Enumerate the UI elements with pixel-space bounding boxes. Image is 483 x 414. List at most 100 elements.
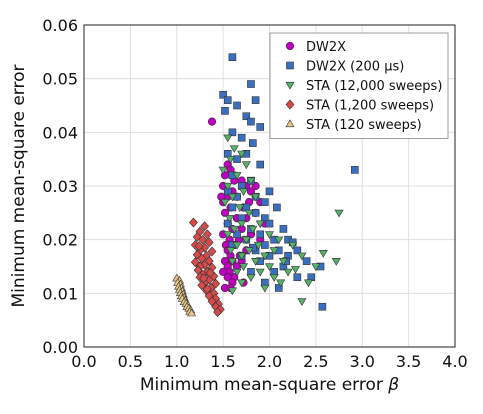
y-tick-label: 0.03	[42, 177, 78, 196]
data-point	[220, 199, 230, 207]
series-3	[189, 217, 225, 318]
data-point	[235, 204, 245, 213]
x-axis-label: Minimum mean-square error β	[140, 375, 399, 395]
data-point	[251, 209, 260, 217]
data-point	[274, 236, 284, 245]
x-tick-label: 3.5	[396, 352, 421, 371]
data-point	[211, 278, 221, 289]
series-2	[218, 134, 344, 306]
x-tick-label: 0.0	[71, 352, 96, 371]
data-point	[241, 236, 251, 245]
y-tick-label: 0.05	[42, 70, 78, 89]
data-point	[279, 225, 288, 233]
data-point	[198, 234, 208, 245]
data-point	[239, 263, 249, 272]
plot-frame	[83, 24, 456, 348]
data-point	[302, 257, 311, 265]
data-point	[269, 247, 279, 255]
data-point	[246, 274, 256, 282]
data-point	[251, 96, 260, 104]
data-point	[202, 284, 212, 294]
data-point	[207, 246, 217, 257]
data-point	[242, 112, 251, 121]
legend-label: STA (120 sweeps)	[306, 118, 422, 133]
data-point	[241, 161, 251, 170]
data-point	[223, 231, 233, 239]
data-point	[226, 247, 236, 255]
y-tick-label: 0.01	[42, 284, 78, 303]
x-tick-label: 2.0	[257, 352, 282, 371]
data-point	[331, 258, 341, 266]
data-point	[218, 166, 228, 175]
data-point	[232, 241, 242, 250]
data-point	[274, 284, 283, 292]
legend-marker	[285, 99, 295, 110]
x-tick-label: 1.0	[164, 352, 189, 371]
series-1	[219, 53, 359, 311]
x-tick-label: 4.0	[442, 352, 467, 371]
data-point	[273, 203, 281, 212]
data-point	[249, 139, 257, 147]
data-point	[194, 241, 204, 252]
data-point	[253, 241, 263, 250]
series-4	[172, 273, 197, 317]
y-tick-label: 0.00	[42, 338, 78, 357]
data-point	[261, 198, 269, 206]
data-point	[247, 80, 255, 88]
data-point	[227, 193, 237, 202]
data-point	[204, 237, 214, 248]
data-point	[205, 267, 215, 278]
data-point	[223, 273, 232, 282]
data-point	[207, 296, 217, 307]
data-point	[219, 267, 228, 276]
data-point	[256, 230, 265, 239]
legend-marker	[285, 119, 295, 128]
legend-label: STA (1,200 sweeps)	[306, 99, 434, 114]
x-tick-label: 2.5	[303, 352, 328, 371]
tick-labels: 0.0 0.5 1.0 1.5 2.0 2.5 3.0 3.5 4.0 0.00 0.01 0.02 0…	[42, 16, 467, 371]
data-point	[293, 273, 302, 282]
data-point	[251, 193, 261, 202]
data-point	[256, 123, 265, 131]
data-point	[278, 258, 288, 266]
data-point	[351, 166, 359, 174]
legend-marker	[285, 81, 295, 90]
data-point	[228, 203, 237, 212]
x-tick-label: 3.0	[350, 352, 375, 371]
x-tick-label: 0.5	[118, 352, 143, 371]
data-point	[318, 302, 327, 311]
data-point	[217, 192, 226, 201]
data-point	[237, 150, 247, 159]
data-point	[261, 241, 269, 249]
legend-marker	[285, 41, 295, 51]
data-point	[189, 217, 198, 228]
data-point	[207, 117, 217, 126]
data-point	[297, 252, 307, 261]
data-point	[229, 225, 239, 234]
data-point	[244, 209, 254, 218]
data-point	[187, 308, 197, 317]
data-point	[255, 220, 265, 229]
data-point	[244, 247, 254, 255]
data-point	[237, 133, 246, 142]
legend-box	[269, 32, 449, 139]
data-point	[239, 188, 249, 196]
data-point	[223, 182, 233, 191]
legend: DW2X DW2X (200 μs) STA (12,000 sweeps) STA …	[269, 32, 449, 139]
data-point	[223, 219, 232, 228]
data-point	[290, 266, 300, 274]
data-point	[256, 160, 265, 169]
data-point	[318, 249, 328, 258]
data-point	[293, 246, 302, 255]
data-point	[255, 268, 265, 277]
data-point	[251, 258, 261, 266]
data-point	[248, 225, 258, 234]
data-point	[232, 268, 242, 277]
data-point	[200, 221, 209, 232]
data-point	[190, 257, 200, 268]
data-point	[260, 252, 270, 261]
data-point	[223, 96, 232, 104]
data-point	[227, 258, 237, 266]
